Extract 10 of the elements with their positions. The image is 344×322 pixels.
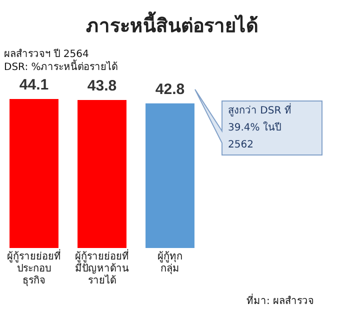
x-tick-label: ผู้กู้ทุก กลุ่ม [158, 250, 182, 275]
chart-title: ภาระหนี้สินต่อรายได้ [85, 10, 259, 39]
data-label: 42.8 [155, 81, 185, 98]
x-tick-label: ผู้กู้รายย่อยที่ มีปัญหาด้าน รายได้ [75, 248, 129, 287]
text: ที่มา: ผลสำรวจ [246, 293, 314, 308]
data-label: 43.8 [87, 78, 117, 95]
x-tick-label: ผู้กู้รายย่อยที่ ประกอบ ธุรกิจ [7, 248, 61, 287]
text: สูงกว่า DSR ที่ 39.4% ในปี 2562 [228, 102, 292, 151]
data-label: 44.1 [19, 76, 49, 94]
chart-subtitle: ผลสำรวจฯ ปี 2564 DSR: %ภาระหนี้ต่อรายได้ [4, 48, 118, 74]
